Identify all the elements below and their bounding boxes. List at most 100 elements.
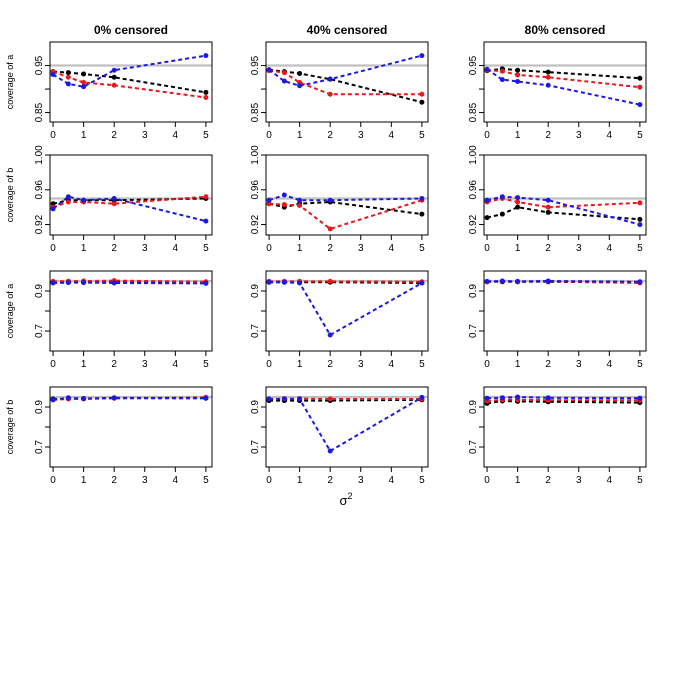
data-point-blue xyxy=(637,222,643,228)
x-tick-label: 0 xyxy=(266,359,272,370)
y-tick-label: 0.9 xyxy=(250,400,261,414)
y-tick-label: 1.00 xyxy=(250,145,261,165)
data-point-blue xyxy=(484,395,490,401)
x-tick-label: 1 xyxy=(81,475,87,486)
data-point-blue xyxy=(515,394,521,400)
data-point-blue xyxy=(637,395,643,401)
y-tick-label: 0.7 xyxy=(34,440,45,454)
data-point-blue xyxy=(50,397,56,403)
x-tick-label: 0 xyxy=(50,359,56,370)
data-point-blue xyxy=(545,82,551,88)
series-line-red xyxy=(486,197,640,209)
x-tick-label: 1 xyxy=(515,130,521,141)
y-tick-label: 1.00 xyxy=(468,145,479,165)
panel-r3-c2: 0 1 2 3 4 5 0.7 0.9 xyxy=(468,386,647,486)
data-point-blue xyxy=(419,195,425,201)
series-line-red xyxy=(52,70,207,99)
data-point-red xyxy=(203,95,209,101)
data-point-blue xyxy=(266,396,272,402)
x-tick-label: 3 xyxy=(358,359,364,370)
data-point-blue xyxy=(203,218,209,224)
series-line-red xyxy=(268,69,422,96)
x-tick-label: 5 xyxy=(637,243,643,254)
data-point-red xyxy=(637,84,643,90)
y-tick-label: 0.92 xyxy=(250,214,261,234)
data-point-blue xyxy=(111,280,117,286)
x-tick-label: 4 xyxy=(389,359,395,370)
data-point-black xyxy=(484,215,490,221)
series-line-blue xyxy=(268,193,422,202)
data-point-red xyxy=(499,68,505,74)
x-tick-label: 5 xyxy=(203,130,209,141)
data-point-red xyxy=(65,74,71,80)
data-point-black xyxy=(419,99,425,105)
data-point-red xyxy=(515,199,521,205)
data-point-blue xyxy=(281,78,287,84)
data-point-red xyxy=(297,202,303,208)
data-point-blue xyxy=(515,195,521,201)
panel-r0-c2: 0 1 2 3 4 5 0.85 0.95 xyxy=(468,41,647,141)
data-point-blue xyxy=(297,396,303,402)
y-tick-label: 0.7 xyxy=(250,324,261,338)
row-ylabel: coverage of a xyxy=(5,55,15,110)
data-point-blue xyxy=(499,194,505,200)
x-tick-label: 0 xyxy=(484,475,490,486)
x-tick-label: 5 xyxy=(637,475,643,486)
data-point-blue xyxy=(419,53,425,59)
x-tick-label: 0 xyxy=(50,475,56,486)
data-point-blue xyxy=(111,395,117,401)
x-tick-label: 2 xyxy=(111,130,117,141)
data-point-red xyxy=(327,91,333,97)
data-point-red xyxy=(515,72,521,78)
plot-frame xyxy=(483,154,647,236)
series-line-black xyxy=(486,206,640,221)
x-tick-label: 0 xyxy=(266,243,272,254)
x-tick-label: 1 xyxy=(297,130,303,141)
x-axis-label-base: σ xyxy=(339,493,347,508)
x-tick-label: 0 xyxy=(266,475,272,486)
y-tick-label: 0.9 xyxy=(34,400,45,414)
data-point-red xyxy=(203,194,209,200)
column-title: 80% censored xyxy=(525,23,606,37)
data-point-blue xyxy=(327,76,333,82)
x-tick-label: 0 xyxy=(50,130,56,141)
y-tick-label: 0.9 xyxy=(250,284,261,298)
data-point-blue xyxy=(484,197,490,203)
panel-r2-c2: 0 1 2 3 4 5 0.7 0.9 xyxy=(468,270,647,370)
x-tick-label: 0 xyxy=(484,243,490,254)
data-point-blue xyxy=(545,395,551,401)
x-tick-label: 0 xyxy=(484,359,490,370)
y-tick-label: 0.95 xyxy=(250,55,261,75)
x-tick-label: 2 xyxy=(327,130,333,141)
data-point-blue xyxy=(65,280,71,286)
data-point-black xyxy=(637,216,643,222)
y-tick-label: 0.9 xyxy=(468,284,479,298)
data-point-red xyxy=(65,199,71,205)
data-point-blue xyxy=(266,279,272,285)
y-tick-label: 0.85 xyxy=(468,102,479,122)
y-tick-label: 0.92 xyxy=(34,214,45,234)
data-point-red xyxy=(419,91,425,97)
data-point-blue xyxy=(281,192,287,198)
x-tick-label: 3 xyxy=(576,359,582,370)
x-tick-label: 3 xyxy=(358,130,364,141)
x-tick-label: 5 xyxy=(203,359,209,370)
x-tick-label: 3 xyxy=(358,243,364,254)
x-tick-label: 4 xyxy=(607,243,613,254)
x-tick-label: 5 xyxy=(419,243,425,254)
data-point-black xyxy=(545,209,551,215)
x-tick-label: 2 xyxy=(545,359,551,370)
data-point-blue xyxy=(327,332,333,338)
x-tick-label: 3 xyxy=(576,243,582,254)
data-point-blue xyxy=(545,197,551,203)
x-tick-label: 2 xyxy=(545,243,551,254)
data-point-blue xyxy=(297,280,303,286)
data-point-blue xyxy=(484,66,490,72)
y-tick-label: 1.00 xyxy=(34,145,45,165)
data-point-red xyxy=(81,79,87,85)
data-point-blue xyxy=(281,279,287,285)
data-point-blue xyxy=(111,67,117,73)
data-point-blue xyxy=(637,279,643,285)
data-point-black xyxy=(81,71,87,77)
